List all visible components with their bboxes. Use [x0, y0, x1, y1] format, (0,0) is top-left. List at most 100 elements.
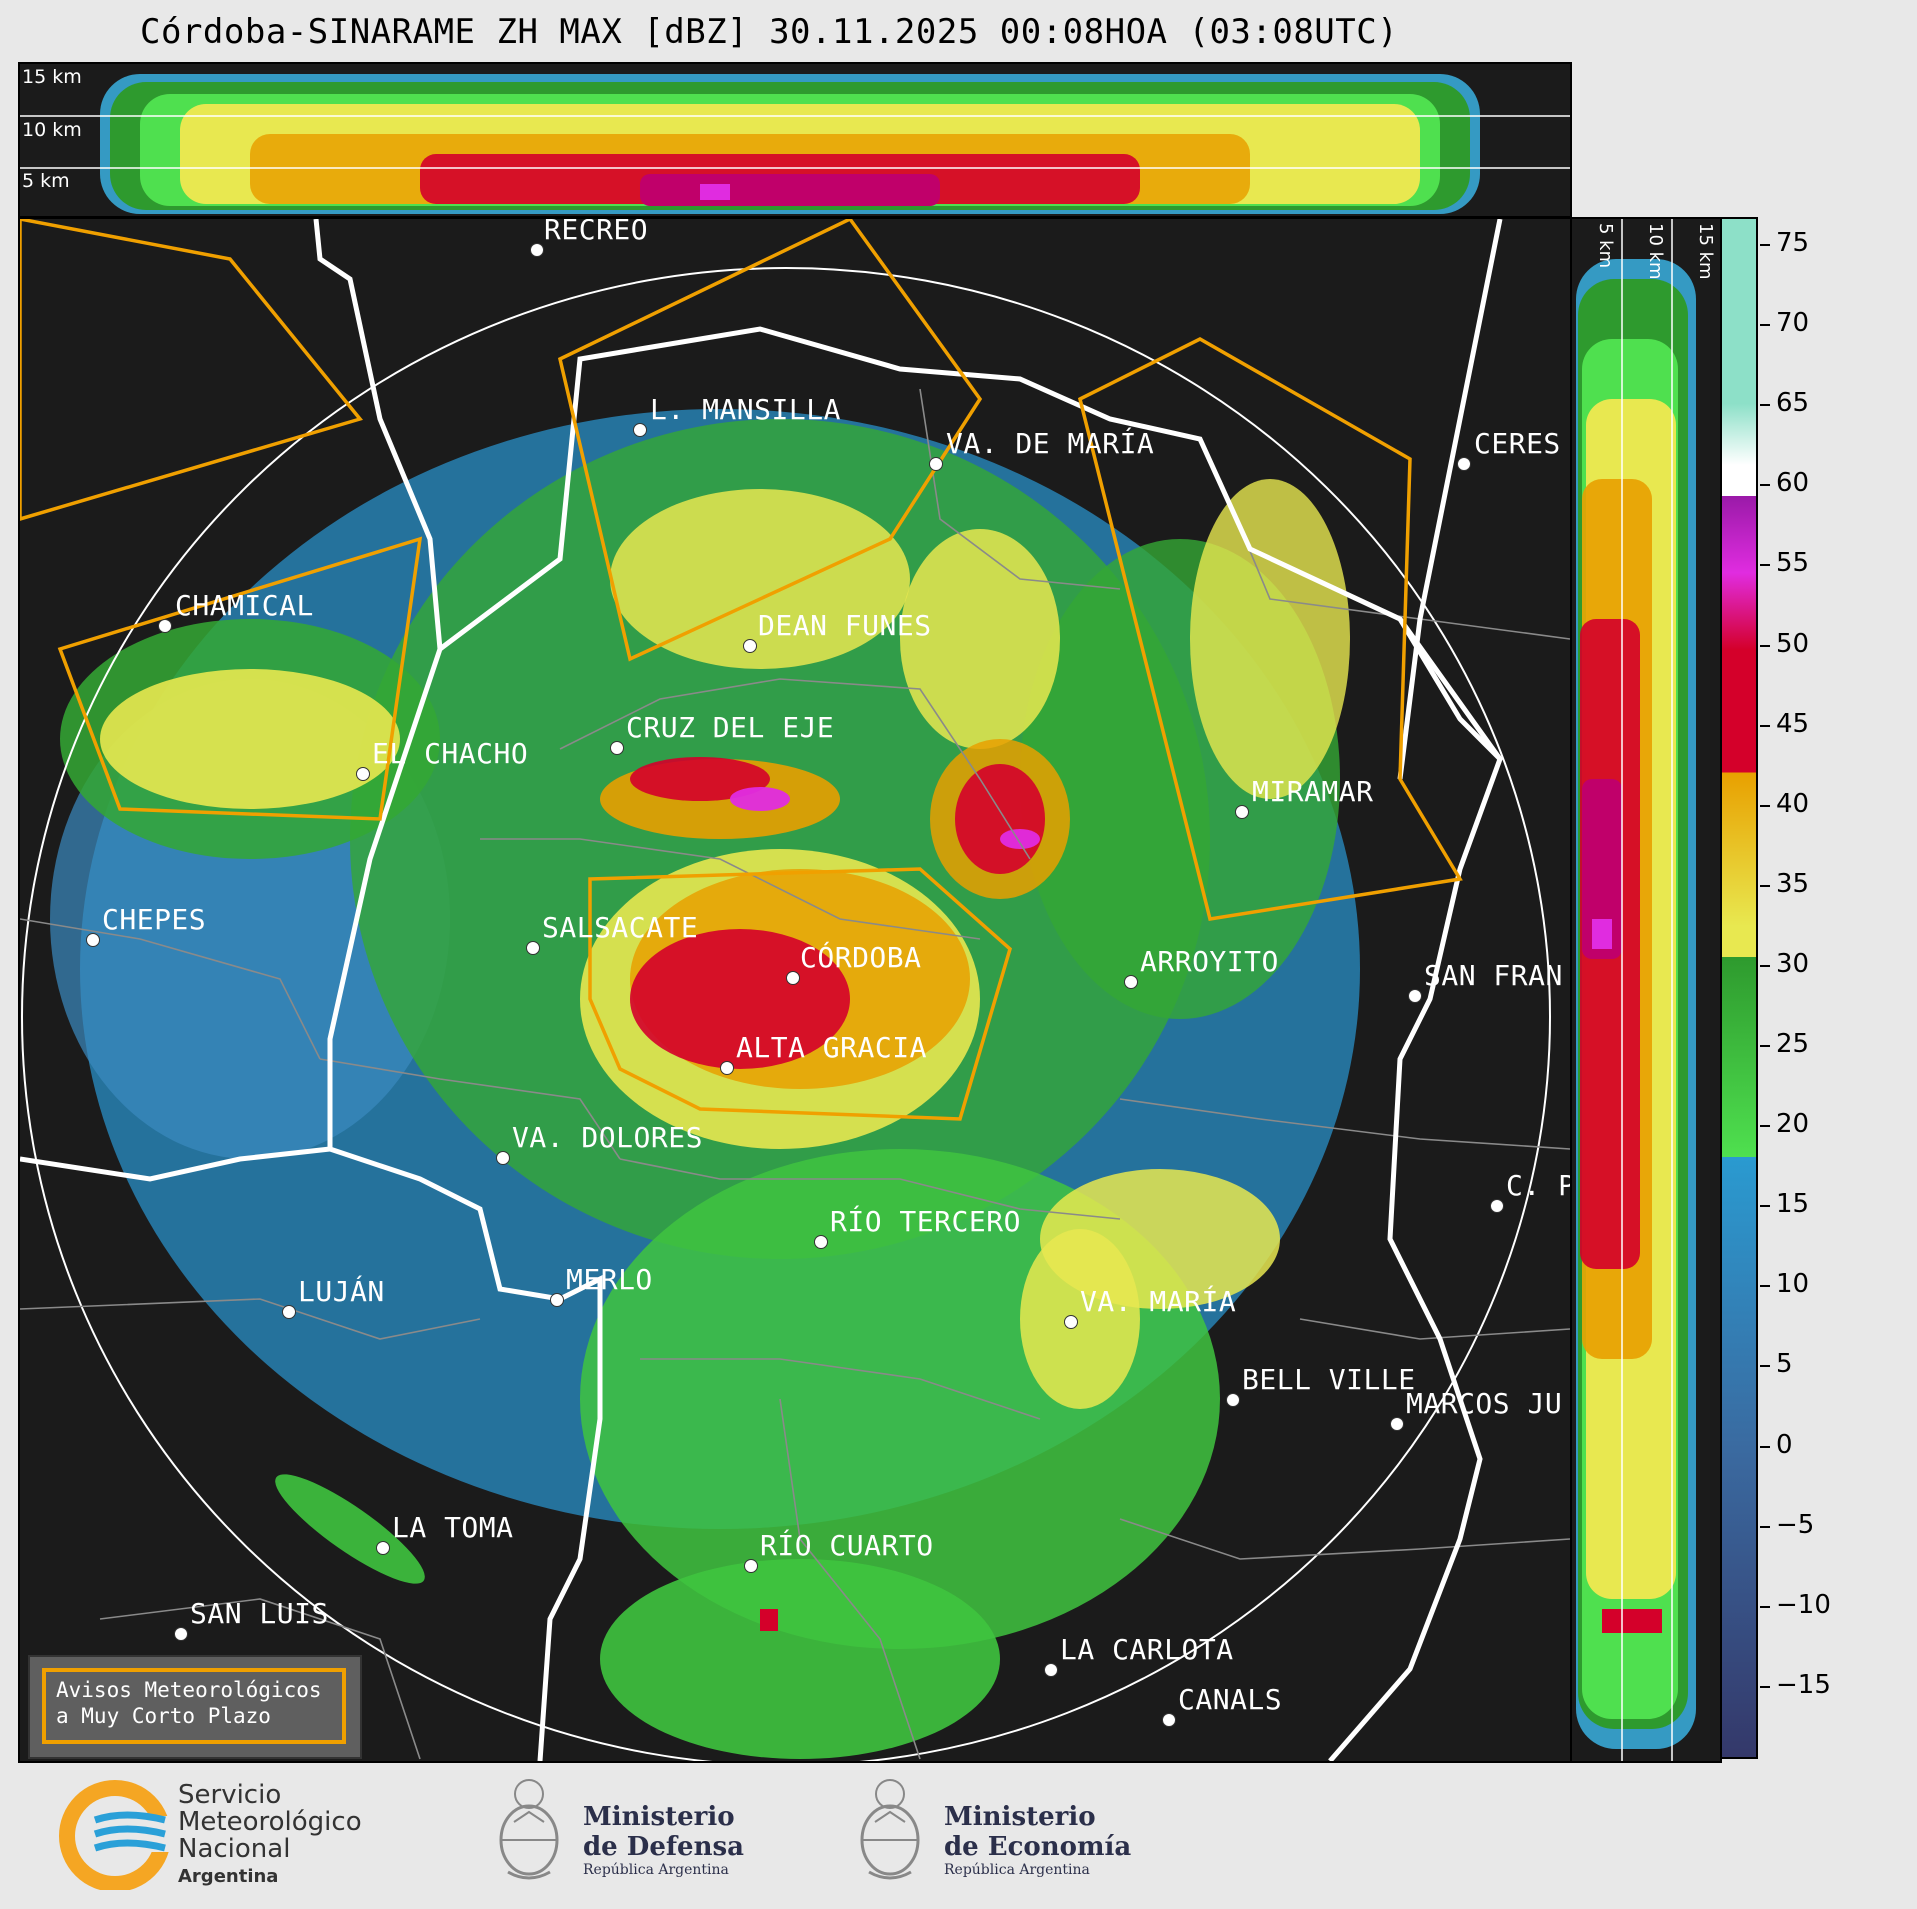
top-cross-section: 15 km 10 km 5 km	[18, 62, 1572, 218]
colorbar-tick-label: −15	[1776, 1669, 1831, 1700]
city-dot[interactable]	[1162, 1713, 1176, 1727]
city-label: EL CHACHO	[372, 737, 529, 770]
colorbar-tick-label: 70	[1776, 308, 1810, 339]
warning-legend-swatch: Avisos Meteorológicos a Muy Corto Plazo	[42, 1668, 346, 1744]
defensa-line2: de Defensa	[583, 1832, 744, 1862]
colorbar-tick	[1760, 1125, 1770, 1128]
colorbar-tick	[1760, 884, 1770, 887]
smn-line2: Meteorológico	[178, 1807, 362, 1837]
city-dot[interactable]	[496, 1151, 510, 1165]
city-label: CÓRDOBA	[800, 941, 922, 974]
city-dot[interactable]	[1390, 1417, 1404, 1431]
economia-name: Ministerio de Economía República Argenti…	[944, 1802, 1131, 1878]
city-label: MARCOS JU	[1406, 1387, 1563, 1420]
colorbar-tick-label: 10	[1776, 1269, 1810, 1300]
colorbar-tick-label: −10	[1776, 1589, 1831, 1620]
legend-line2: a Muy Corto Plazo	[56, 1704, 271, 1728]
colorbar-tick	[1760, 1605, 1770, 1608]
legend-line1: Avisos Meteorológicos	[56, 1678, 322, 1702]
city-dot[interactable]	[174, 1627, 188, 1641]
city-label: CHEPES	[102, 903, 207, 936]
city-label: CERES	[1474, 427, 1561, 460]
smn-line3: Nacional	[178, 1834, 291, 1864]
colorbar-tick-label: 5	[1776, 1349, 1793, 1380]
economia-line3: República Argentina	[944, 1862, 1090, 1878]
city-dot[interactable]	[530, 243, 544, 257]
city-label: VA. DE MARÍA	[946, 427, 1155, 460]
city-dot[interactable]	[282, 1305, 296, 1319]
colorbar-tick-label: 75	[1776, 228, 1810, 258]
colorbar-tick	[1760, 324, 1770, 327]
smn-line1: Servicio	[178, 1780, 282, 1810]
defensa-line1: Ministerio	[583, 1802, 735, 1832]
smn-name: Servicio Meteorológico Nacional Argentin…	[178, 1782, 362, 1890]
top-altitude-label: 15 km	[22, 66, 82, 88]
economia-line1: Ministerio	[944, 1802, 1096, 1832]
colorbar-tick	[1760, 804, 1770, 807]
city-dot[interactable]	[720, 1061, 734, 1075]
city-dot[interactable]	[743, 639, 757, 653]
city-dot[interactable]	[158, 619, 172, 633]
colorbar-tick	[1760, 1045, 1770, 1047]
city-dot[interactable]	[814, 1235, 828, 1249]
city-label: CANALS	[1178, 1683, 1283, 1716]
colorbar-tick	[1760, 1285, 1770, 1288]
dbz-colorbar	[1720, 217, 1758, 1759]
side-cross-section-echo	[1576, 219, 1696, 1761]
top-cross-section-echo	[20, 74, 1570, 214]
city-dot[interactable]	[550, 1293, 564, 1307]
city-dot[interactable]	[744, 1559, 758, 1573]
side-altitude-label: 5 km	[1595, 223, 1616, 269]
colorbar-tick	[1760, 1525, 1770, 1528]
city-label: LUJÁN	[298, 1275, 385, 1308]
city-label: ALTA GRACIA	[736, 1031, 927, 1064]
colorbar-tick	[1760, 1685, 1770, 1688]
boundaries-layer	[20, 219, 1570, 1761]
colorbar-tick	[1760, 484, 1770, 487]
radar-title: Córdoba-SINARAME ZH MAX [dBZ] 30.11.2025…	[140, 12, 1399, 52]
city-dot[interactable]	[610, 741, 624, 755]
city-label: SAN FRAN	[1424, 959, 1563, 992]
city-label: SAN LUIS	[190, 1597, 329, 1630]
colorbar-tick-label: 40	[1776, 788, 1810, 819]
side-altitude-label: 10 km	[1645, 223, 1666, 280]
city-dot[interactable]	[1064, 1315, 1078, 1329]
top-altitude-label: 5 km	[22, 170, 70, 192]
city-dot[interactable]	[633, 423, 647, 437]
city-dot[interactable]	[526, 941, 540, 955]
warning-legend: Avisos Meteorológicos a Muy Corto Plazo	[28, 1655, 362, 1759]
colorbar-tick-label: 45	[1776, 708, 1810, 739]
city-label: BELL VILLE	[1242, 1363, 1416, 1396]
city-dot[interactable]	[86, 933, 100, 947]
city-label: RÍO CUARTO	[760, 1529, 934, 1562]
city-dot[interactable]	[1490, 1199, 1504, 1213]
city-label: LA CARLOTA	[1060, 1633, 1234, 1666]
city-label: RECREO	[544, 217, 649, 246]
city-dot[interactable]	[376, 1541, 390, 1555]
smn-logo-icon	[59, 1780, 185, 1890]
city-dot[interactable]	[1226, 1393, 1240, 1407]
city-dot[interactable]	[1408, 989, 1422, 1003]
city-label: RÍO TERCERO	[830, 1205, 1021, 1238]
city-label: ARROYITO	[1140, 945, 1279, 978]
argentina-coat-of-arms-icon	[499, 1779, 559, 1880]
city-dot[interactable]	[1457, 457, 1471, 471]
argentina-coat-of-arms-icon	[860, 1779, 920, 1880]
city-dot[interactable]	[929, 457, 943, 471]
colorbar-tick-label: 30	[1776, 948, 1810, 979]
city-dot[interactable]	[786, 971, 800, 985]
radar-map[interactable]: RECREO L. MANSILLA VA. DE MARÍA CERES CH…	[18, 217, 1572, 1763]
city-label: VA. MARÍA	[1080, 1285, 1237, 1318]
colorbar-tick	[1760, 1365, 1770, 1368]
colorbar-tick	[1760, 404, 1770, 407]
colorbar-tick	[1760, 564, 1770, 567]
city-label: CHAMICAL	[175, 589, 314, 622]
city-dot[interactable]	[356, 767, 370, 781]
city-dot[interactable]	[1235, 805, 1249, 819]
colorbar-tick-label: 15	[1776, 1189, 1810, 1220]
city-label: MERLO	[566, 1263, 653, 1296]
city-dot[interactable]	[1044, 1663, 1058, 1677]
side-altitude-label: 15 km	[1695, 223, 1716, 280]
city-dot[interactable]	[1124, 975, 1138, 989]
colorbar-tick-label: 60	[1776, 468, 1810, 499]
